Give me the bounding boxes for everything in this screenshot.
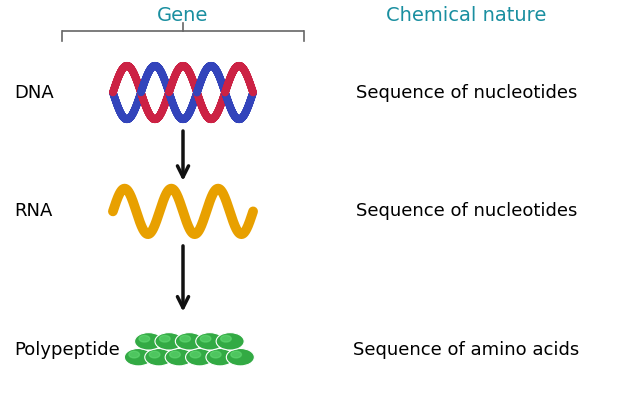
Circle shape (180, 336, 191, 342)
Circle shape (149, 351, 160, 358)
Text: Polypeptide: Polypeptide (14, 341, 120, 359)
Circle shape (170, 351, 180, 358)
Text: DNA: DNA (14, 83, 54, 101)
Circle shape (175, 333, 204, 350)
Text: Sequence of amino acids: Sequence of amino acids (353, 341, 580, 359)
Circle shape (221, 336, 231, 342)
Circle shape (145, 348, 173, 366)
Circle shape (124, 348, 152, 366)
Circle shape (196, 333, 224, 350)
Circle shape (211, 351, 221, 358)
Circle shape (159, 336, 170, 342)
Text: RNA: RNA (14, 202, 52, 220)
Circle shape (129, 351, 140, 358)
Text: Sequence of nucleotides: Sequence of nucleotides (356, 83, 577, 101)
Circle shape (227, 348, 254, 366)
Circle shape (206, 348, 234, 366)
Circle shape (216, 333, 244, 350)
Circle shape (190, 351, 201, 358)
Circle shape (165, 348, 193, 366)
Text: Sequence of nucleotides: Sequence of nucleotides (356, 202, 577, 220)
Text: Gene: Gene (157, 6, 209, 25)
Circle shape (231, 351, 241, 358)
Text: Chemical nature: Chemical nature (387, 6, 547, 25)
Circle shape (155, 333, 183, 350)
Circle shape (186, 348, 214, 366)
Circle shape (134, 333, 163, 350)
Circle shape (139, 336, 150, 342)
Circle shape (200, 336, 211, 342)
